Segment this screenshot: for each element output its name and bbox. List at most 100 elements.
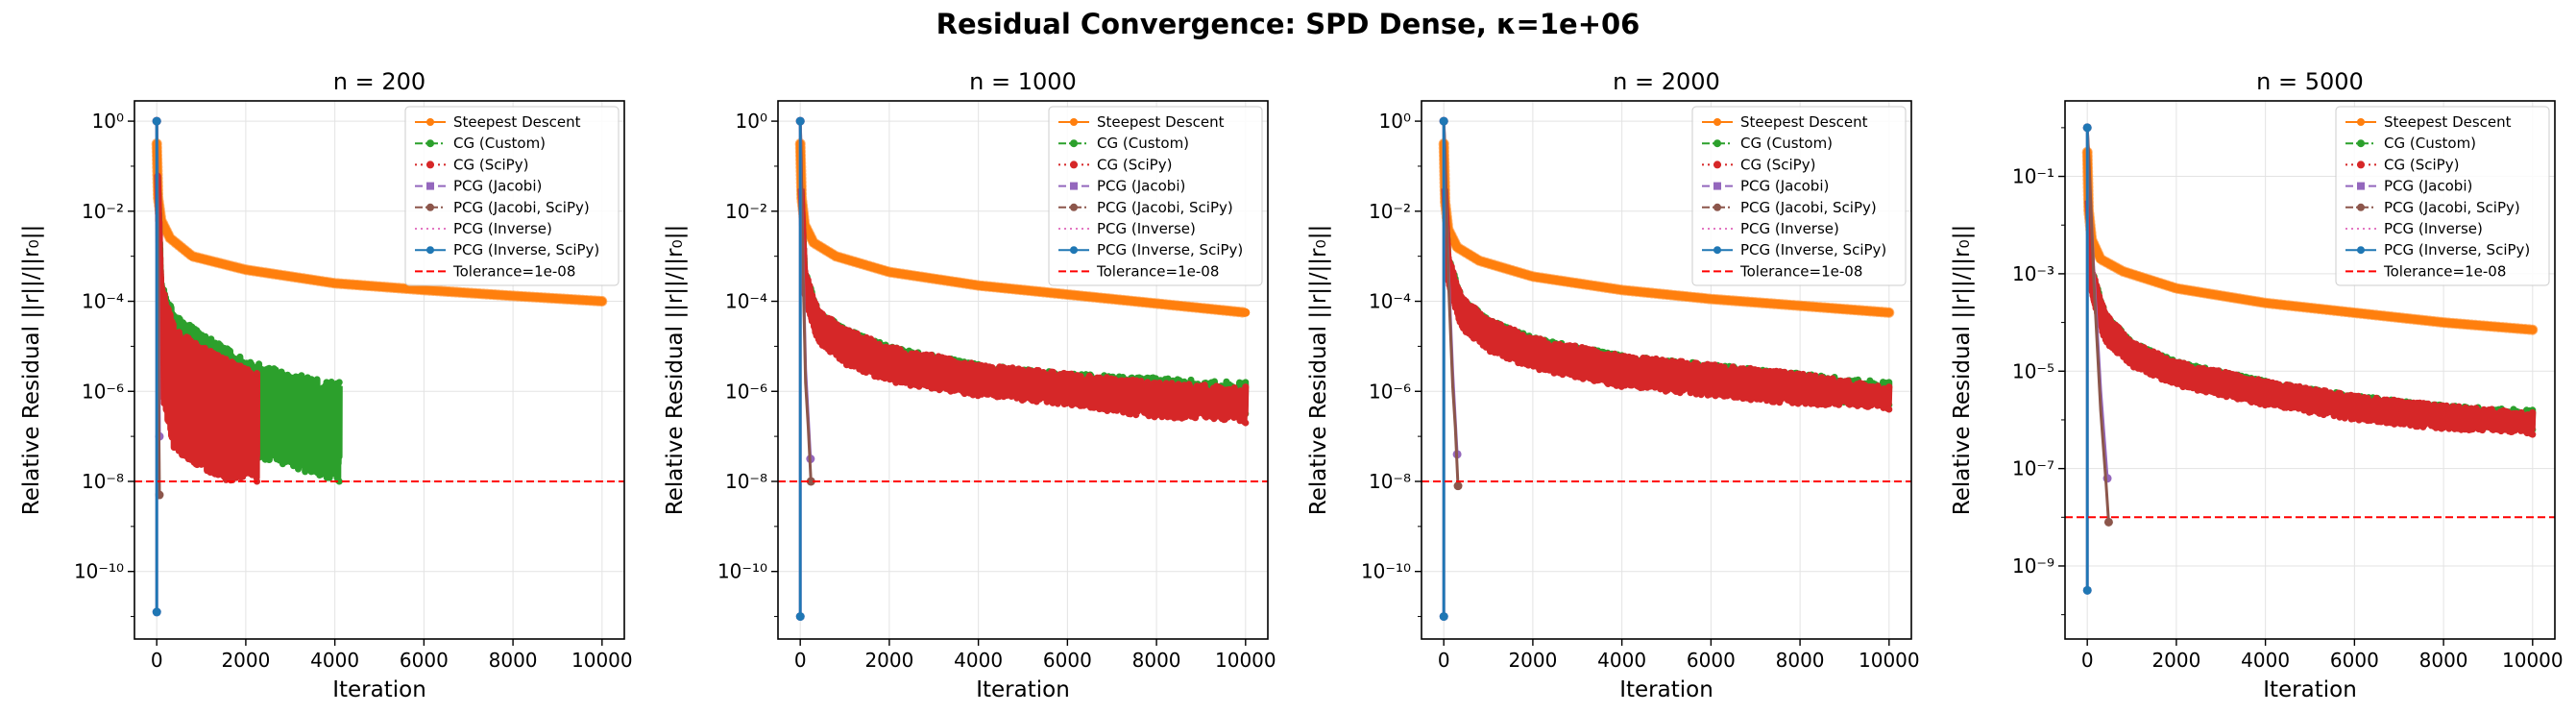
legend-box — [2335, 106, 2550, 286]
legend-marker — [1713, 118, 1721, 126]
legend-item: CG (SciPy) — [1058, 156, 1172, 173]
legend-label: PCG (Inverse) — [1740, 220, 1839, 237]
series-end-marker — [1885, 406, 1893, 413]
legend-label: PCG (Jacobi) — [2384, 178, 2472, 195]
legend-label: PCG (Inverse) — [2384, 220, 2483, 237]
y-tick-label: 10⁻⁶ — [82, 380, 124, 403]
legend-marker — [1070, 182, 1078, 190]
series-band — [797, 185, 1250, 426]
figure-title: Residual Convergence: SPD Dense, κ=1e+06 — [936, 8, 1640, 40]
subplot-title: n = 2000 — [1613, 68, 1720, 95]
x-tick-label: 2000 — [2151, 649, 2200, 672]
legend-label: PCG (Jacobi) — [1097, 178, 1185, 195]
legend-label: CG (Custom) — [2384, 135, 2476, 152]
y-tick-label: 10⁰ — [92, 110, 124, 133]
series-end-marker — [806, 477, 815, 486]
axes-frame — [2064, 100, 2556, 640]
subplot-n-200: n = 200 0 2000 4000 6000 8000 10000 10⁻¹⁰ 10⁻⁸ 10… — [19, 68, 633, 702]
legend-label: Tolerance=1e-08 — [2383, 262, 2506, 280]
legend-label: Steepest Descent — [1097, 113, 1225, 131]
legend-marker — [2357, 139, 2365, 148]
legend-label: PCG (Jacobi, SciPy) — [453, 199, 590, 216]
legend-item: PCG (Inverse) — [415, 220, 552, 237]
y-tick-label: 10⁻⁶ — [1369, 380, 1411, 403]
x-tick-label: 6000 — [400, 649, 449, 672]
legend-marker — [2357, 160, 2365, 169]
legend-label: PCG (Inverse, SciPy) — [2384, 241, 2530, 258]
legend-label: CG (Custom) — [453, 135, 546, 152]
legend-item: Tolerance=1e-08 — [2345, 262, 2506, 280]
legend: Steepest Descent CG (Custom) CG (SciPy) PCG… — [404, 106, 620, 286]
legend: Steepest Descent CG (Custom) CG (SciPy) PCG… — [1691, 106, 1907, 286]
x-axis-label: Iteration — [1619, 677, 1713, 702]
legend-item: PCG (Jacobi, SciPy) — [2345, 199, 2520, 216]
x-tick-label: 2000 — [1508, 649, 1557, 672]
y-axis-label: Relative Residual ||r||/||r₀|| — [19, 225, 44, 515]
plot-area — [2081, 123, 2539, 595]
legend-marker — [2357, 246, 2365, 255]
legend-label: PCG (Jacobi) — [453, 178, 542, 195]
legend-label: Tolerance=1e-08 — [452, 262, 575, 280]
legend-label: PCG (Jacobi) — [1740, 178, 1829, 195]
y-tick-label: 10⁻⁴ — [82, 290, 124, 313]
legend-item: CG (SciPy) — [2345, 156, 2459, 173]
subplot-title: n = 1000 — [969, 68, 1077, 95]
legend-marker — [426, 246, 434, 255]
series-end-marker — [1241, 307, 1251, 317]
legend-item: CG (Custom) — [2345, 135, 2476, 152]
series-start-marker — [2082, 123, 2092, 133]
legend-marker — [1713, 160, 1721, 169]
legend-item: PCG (Inverse) — [2345, 220, 2483, 237]
y-axis-label: Relative Residual ||r||/||r₀|| — [1950, 225, 1975, 515]
legend-label: CG (Custom) — [1097, 135, 1189, 152]
series-end-marker — [2529, 408, 2537, 416]
series-end-marker — [335, 478, 343, 485]
legend-marker — [2357, 203, 2365, 211]
y-axis-label: Relative Residual ||r||/||r₀|| — [663, 225, 688, 515]
x-tick-label: 8000 — [489, 649, 538, 672]
legend-item: PCG (Jacobi, SciPy) — [415, 199, 590, 216]
legend-item: PCG (Jacobi, SciPy) — [1058, 199, 1233, 216]
legend-item: PCG (Inverse, SciPy) — [1702, 241, 1886, 258]
series-pcg-inverse-scipy — [2082, 123, 2092, 595]
x-tick-label: 0 — [151, 649, 163, 672]
x-tick-label: 6000 — [1687, 649, 1736, 672]
y-tick-label: 10⁰ — [1379, 110, 1411, 133]
series-start-marker — [1439, 116, 1448, 126]
legend-box — [1048, 106, 1263, 286]
legend-marker — [2357, 182, 2365, 190]
x-axis-label: Iteration — [976, 677, 1070, 702]
legend-label: CG (SciPy) — [2384, 156, 2459, 173]
y-tick-label: 10⁻² — [1369, 200, 1411, 223]
legend-label: CG (SciPy) — [1097, 156, 1172, 173]
legend-label: Steepest Descent — [2384, 113, 2512, 131]
x-tick-label: 0 — [794, 649, 807, 672]
x-tick-label: 6000 — [2330, 649, 2379, 672]
legend-item: Steepest Descent — [2345, 113, 2512, 131]
series-start-marker — [152, 116, 161, 126]
legend-item: Tolerance=1e-08 — [1702, 262, 1862, 280]
legend-marker — [426, 182, 434, 190]
legend-marker — [1713, 246, 1721, 255]
legend-label: Steepest Descent — [453, 113, 581, 131]
series-pcg-inverse-scipy — [152, 116, 161, 617]
legend-label: PCG (Jacobi, SciPy) — [2384, 199, 2520, 216]
legend-box — [1691, 106, 1907, 286]
y-tick-label: 10⁻⁶ — [725, 380, 767, 403]
y-tick-label: 10⁻² — [82, 200, 124, 223]
y-tick-label: 10⁻¹ — [2012, 165, 2054, 188]
x-tick-label: 2000 — [864, 649, 913, 672]
series-start-marker — [795, 116, 805, 126]
x-tick-label: 8000 — [2419, 649, 2468, 672]
legend-label: Tolerance=1e-08 — [1739, 262, 1862, 280]
y-tick-label: 10⁻³ — [2012, 262, 2054, 285]
legend-marker — [426, 203, 434, 211]
axes-frame — [1421, 100, 1912, 640]
legend-label: PCG (Inverse) — [453, 220, 552, 237]
legend-item: CG (SciPy) — [1702, 156, 1815, 173]
series-end-marker — [1242, 419, 1250, 427]
y-tick-label: 10⁻⁸ — [82, 470, 124, 493]
subplot-title: n = 5000 — [2256, 68, 2364, 95]
legend-label: PCG (Inverse) — [1097, 220, 1196, 237]
x-axis-label: Iteration — [332, 677, 426, 702]
